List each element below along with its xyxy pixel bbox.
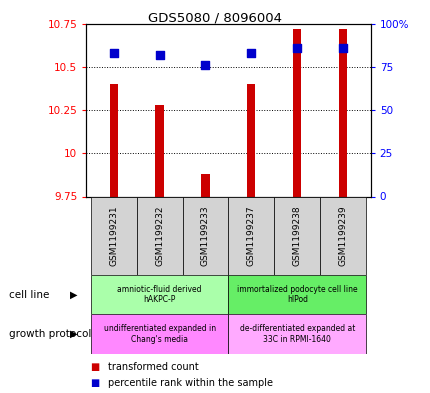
Text: ■: ■ — [90, 378, 99, 388]
Text: growth protocol: growth protocol — [9, 329, 91, 339]
Point — [339, 45, 346, 51]
Bar — [155, 105, 163, 196]
Bar — [228, 196, 273, 275]
Bar — [201, 174, 209, 196]
Text: ▶: ▶ — [70, 290, 77, 300]
Text: GSM1199238: GSM1199238 — [292, 206, 301, 266]
Text: GSM1199233: GSM1199233 — [200, 206, 209, 266]
Point — [110, 50, 117, 56]
Text: ▶: ▶ — [70, 329, 77, 339]
Bar — [91, 196, 136, 275]
Bar — [136, 196, 182, 275]
Bar — [292, 29, 301, 196]
Point — [156, 51, 163, 58]
Bar — [91, 314, 228, 354]
Text: GSM1199237: GSM1199237 — [246, 206, 255, 266]
Point — [202, 62, 209, 68]
Text: amniotic-fluid derived
hAKPC-P: amniotic-fluid derived hAKPC-P — [117, 285, 201, 305]
Bar — [182, 196, 228, 275]
Text: GDS5080 / 8096004: GDS5080 / 8096004 — [148, 12, 282, 25]
Text: cell line: cell line — [9, 290, 49, 300]
Bar — [109, 84, 117, 196]
Point — [293, 45, 300, 51]
Text: percentile rank within the sample: percentile rank within the sample — [108, 378, 272, 388]
Text: GSM1199231: GSM1199231 — [109, 206, 118, 266]
Bar — [319, 196, 365, 275]
Text: de-differentiated expanded at
33C in RPMI-1640: de-differentiated expanded at 33C in RPM… — [239, 324, 354, 344]
Text: transformed count: transformed count — [108, 362, 198, 373]
Bar — [91, 275, 228, 314]
Bar — [228, 314, 365, 354]
Bar — [338, 29, 347, 196]
Text: undifferentiated expanded in
Chang's media: undifferentiated expanded in Chang's med… — [103, 324, 215, 344]
Bar — [273, 196, 319, 275]
Text: GSM1199232: GSM1199232 — [155, 206, 164, 266]
Point — [247, 50, 254, 56]
Bar — [247, 84, 255, 196]
Bar — [228, 275, 365, 314]
Text: ■: ■ — [90, 362, 99, 373]
Text: GSM1199239: GSM1199239 — [338, 206, 347, 266]
Text: immortalized podocyte cell line
hIPod: immortalized podocyte cell line hIPod — [237, 285, 357, 305]
